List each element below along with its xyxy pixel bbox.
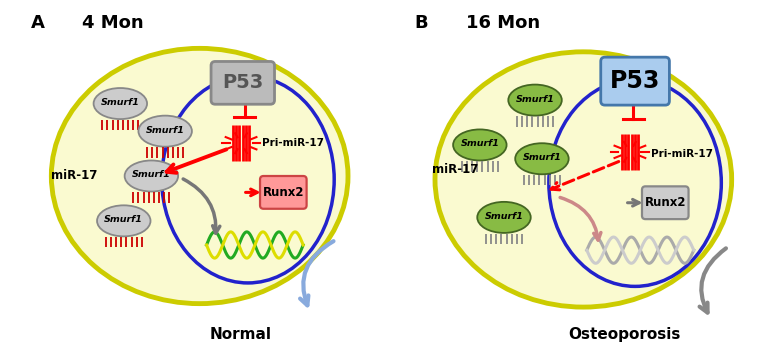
- Ellipse shape: [124, 161, 178, 191]
- Ellipse shape: [508, 84, 561, 115]
- Ellipse shape: [453, 130, 507, 161]
- Text: Smurf1: Smurf1: [485, 212, 523, 221]
- Text: Smurf1: Smurf1: [104, 215, 143, 224]
- Text: miR-17: miR-17: [431, 163, 478, 176]
- FancyBboxPatch shape: [601, 57, 669, 105]
- Text: 4 Mon: 4 Mon: [82, 14, 144, 32]
- Text: Smurf1: Smurf1: [515, 95, 554, 103]
- Text: Pri-miR-17: Pri-miR-17: [262, 138, 323, 148]
- Text: miR-17: miR-17: [52, 170, 98, 182]
- Text: Smurf1: Smurf1: [132, 170, 171, 180]
- Text: Runx2: Runx2: [644, 196, 686, 209]
- Ellipse shape: [97, 205, 150, 237]
- FancyBboxPatch shape: [260, 176, 307, 209]
- Text: Osteoporosis: Osteoporosis: [568, 327, 681, 341]
- Ellipse shape: [94, 88, 147, 119]
- FancyBboxPatch shape: [642, 186, 688, 219]
- Text: P53: P53: [610, 69, 660, 93]
- Text: Pri-miR-17: Pri-miR-17: [651, 149, 713, 159]
- FancyBboxPatch shape: [211, 62, 275, 104]
- Text: Runx2: Runx2: [262, 186, 304, 199]
- Text: 16 Mon: 16 Mon: [466, 14, 540, 32]
- Text: B: B: [414, 14, 428, 32]
- Ellipse shape: [435, 52, 731, 307]
- Ellipse shape: [139, 115, 192, 147]
- Text: Smurf1: Smurf1: [146, 126, 185, 134]
- Ellipse shape: [52, 48, 348, 304]
- Ellipse shape: [515, 143, 568, 174]
- Text: Smurf1: Smurf1: [460, 139, 500, 149]
- Text: A: A: [31, 14, 45, 32]
- Text: Smurf1: Smurf1: [101, 98, 139, 107]
- Text: Smurf1: Smurf1: [522, 153, 561, 162]
- Ellipse shape: [478, 202, 531, 233]
- Text: Normal: Normal: [210, 327, 272, 341]
- Text: P53: P53: [222, 73, 263, 92]
